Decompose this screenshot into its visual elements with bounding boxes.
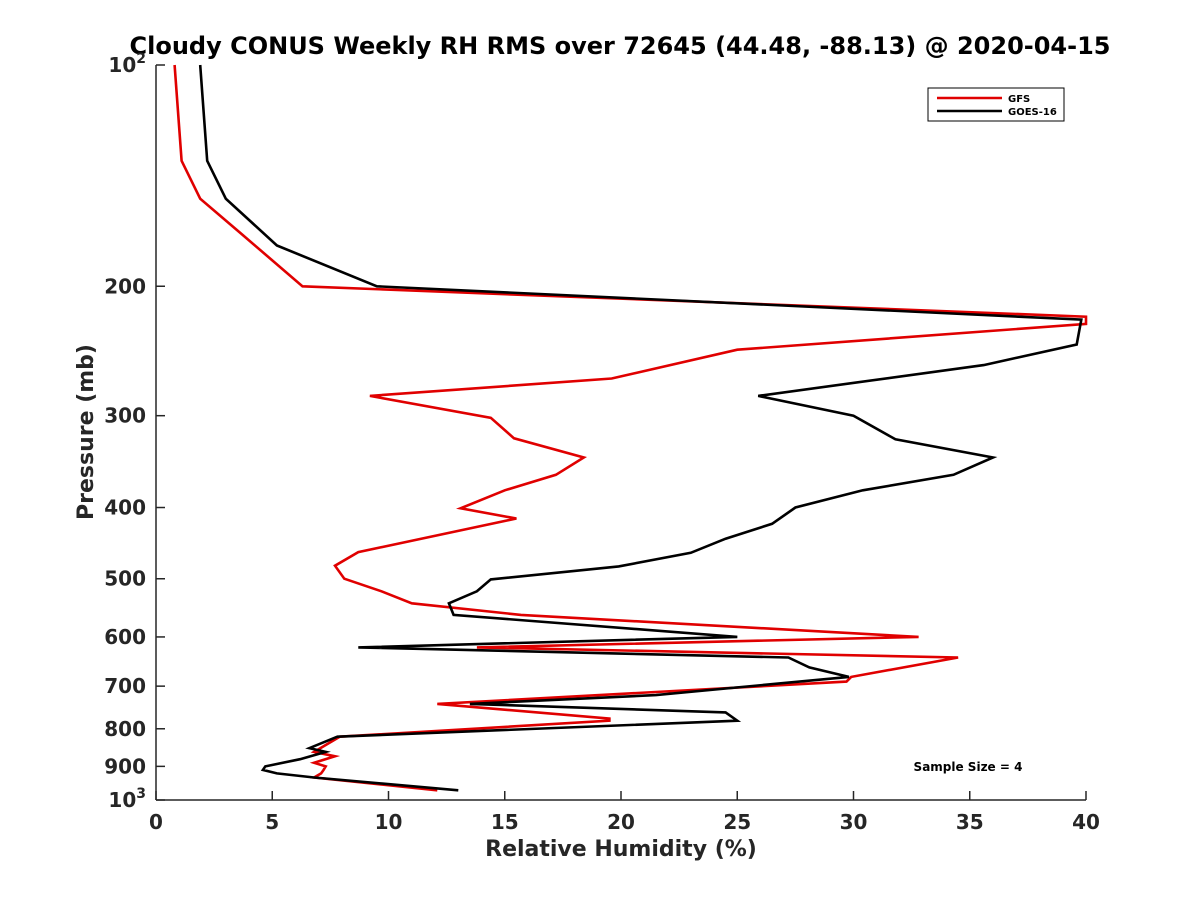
y-tick-label: 700 bbox=[104, 674, 146, 698]
x-tick-label: 35 bbox=[956, 810, 984, 834]
y-tick-label: 900 bbox=[104, 754, 146, 778]
x-tick-label: 15 bbox=[491, 810, 519, 834]
y-tick-label: 300 bbox=[104, 404, 146, 428]
x-tick-label: 5 bbox=[265, 810, 279, 834]
series-line-gfs bbox=[173, 64, 1088, 792]
y-tick-label: 400 bbox=[104, 496, 146, 520]
y-tick-label: 200 bbox=[104, 274, 146, 298]
legend-label: GFS bbox=[1008, 94, 1030, 105]
x-axis-ticks: 0 5 10 15 20 25 30 35 40 bbox=[149, 791, 1100, 834]
x-tick-label: 10 bbox=[375, 810, 403, 834]
sample-size-annotation: Sample Size = 4 bbox=[914, 760, 1023, 774]
chart-title: Cloudy CONUS Weekly RH RMS over 72645 (4… bbox=[130, 32, 1111, 60]
x-axis-label: Relative Humidity (%) bbox=[485, 837, 757, 862]
x-tick-label: 40 bbox=[1072, 810, 1100, 834]
y-tick-label: 102 bbox=[108, 51, 146, 77]
y-tick-label: 103 bbox=[108, 786, 146, 812]
x-tick-label: 0 bbox=[149, 810, 163, 834]
y-tick-label: 800 bbox=[104, 717, 146, 741]
y-tick-label: 500 bbox=[104, 567, 146, 591]
legend-label: GOES-16 bbox=[1008, 107, 1057, 118]
x-tick-label: 20 bbox=[607, 810, 635, 834]
y-tick-label-exponent: 3 bbox=[136, 786, 146, 802]
y-tick-label-base: 10 bbox=[108, 788, 136, 812]
legend: GFS GOES-16 bbox=[927, 87, 1065, 122]
y-axis-label: Pressure (mb) bbox=[74, 344, 99, 520]
y-tick-label-base: 10 bbox=[108, 53, 136, 77]
series-lines bbox=[173, 64, 1088, 792]
y-tick-label-exponent: 2 bbox=[136, 51, 146, 67]
legend-box bbox=[927, 87, 1065, 122]
y-tick-label: 600 bbox=[104, 625, 146, 649]
x-tick-label: 30 bbox=[840, 810, 868, 834]
series-line-goes-16 bbox=[198, 64, 1083, 792]
plot-area bbox=[155, 64, 1088, 801]
x-tick-label: 25 bbox=[723, 810, 751, 834]
